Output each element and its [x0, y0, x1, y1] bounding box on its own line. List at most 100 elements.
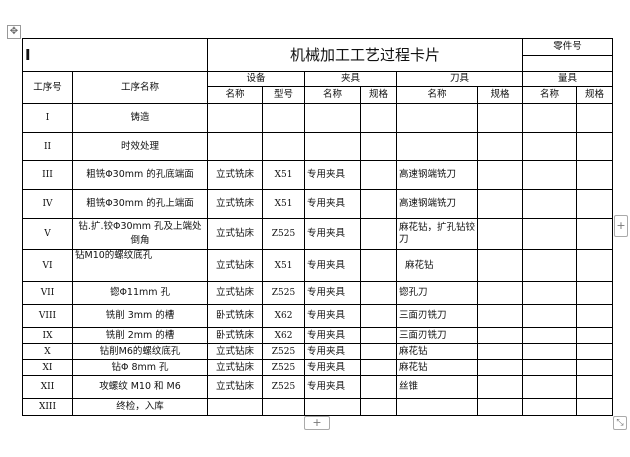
op-no-cell[interactable]: IV: [22, 189, 73, 219]
tool-name-cell[interactable]: 麻花钻: [396, 343, 478, 360]
fixture-spec-cell[interactable]: [360, 375, 397, 399]
fixture-name-cell[interactable]: 专用夹具: [304, 281, 361, 305]
fixture-spec-cell[interactable]: [360, 249, 397, 282]
equipment-model-cell[interactable]: Z525: [262, 218, 305, 250]
gauge-spec-cell[interactable]: [576, 398, 613, 416]
gauge-name-cell[interactable]: [522, 103, 577, 133]
gauge-spec-cell[interactable]: [576, 375, 613, 399]
fixture-name-cell[interactable]: 专用夹具: [304, 249, 361, 282]
tool-name-cell[interactable]: 丝锥: [396, 375, 478, 399]
table-move-handle[interactable]: ✥: [7, 25, 21, 39]
fixture-spec-cell[interactable]: [360, 218, 397, 250]
fixture-spec-cell[interactable]: [360, 281, 397, 305]
tool-spec-cell[interactable]: [477, 249, 523, 282]
equipment-model-cell[interactable]: Z525: [262, 281, 305, 305]
equipment-model-cell[interactable]: [262, 132, 305, 161]
part-number-value[interactable]: [522, 55, 613, 72]
equipment-name-cell[interactable]: 卧式铣床: [207, 327, 263, 344]
tool-name-cell[interactable]: 三面刃铣刀: [396, 327, 478, 344]
gauge-spec-cell[interactable]: [576, 343, 613, 360]
tool-spec-cell[interactable]: [477, 281, 523, 305]
fixture-spec-cell[interactable]: [360, 327, 397, 344]
equipment-model-cell[interactable]: Z525: [262, 359, 305, 376]
equipment-model-cell[interactable]: X51: [262, 249, 305, 282]
tool-spec-cell[interactable]: [477, 398, 523, 416]
tool-spec-cell[interactable]: [477, 359, 523, 376]
gauge-name-cell[interactable]: [522, 218, 577, 250]
equipment-model-cell[interactable]: X62: [262, 304, 305, 328]
fixture-name-cell[interactable]: 专用夹具: [304, 160, 361, 190]
equipment-name-cell[interactable]: 立式铣床: [207, 160, 263, 190]
equipment-name-cell[interactable]: 立式钻床: [207, 343, 263, 360]
gauge-name-cell[interactable]: [522, 343, 577, 360]
op-no-cell[interactable]: XI: [22, 359, 73, 376]
tool-spec-cell[interactable]: [477, 103, 523, 133]
equipment-name-cell[interactable]: [207, 103, 263, 133]
fixture-name-cell[interactable]: 专用夹具: [304, 359, 361, 376]
gauge-name-cell[interactable]: [522, 359, 577, 376]
fixture-spec-cell[interactable]: [360, 103, 397, 133]
op-name-cell[interactable]: 钻M10的螺纹底孔: [72, 249, 208, 282]
tool-name-cell[interactable]: [396, 398, 478, 416]
tool-spec-cell[interactable]: [477, 304, 523, 328]
op-name-cell[interactable]: 锪Φ11mm 孔: [72, 281, 208, 305]
tool-name-cell[interactable]: 麻花钻: [396, 359, 478, 376]
fixture-name-cell[interactable]: 专用夹具: [304, 327, 361, 344]
tool-spec-cell[interactable]: [477, 218, 523, 250]
gauge-spec-cell[interactable]: [576, 327, 613, 344]
op-no-cell[interactable]: IX: [22, 327, 73, 344]
equipment-model-cell[interactable]: X62: [262, 327, 305, 344]
equipment-model-cell[interactable]: [262, 398, 305, 416]
equipment-model-cell[interactable]: X51: [262, 189, 305, 219]
equipment-name-cell[interactable]: 立式钻床: [207, 359, 263, 376]
fixture-name-cell[interactable]: [304, 103, 361, 133]
equipment-name-cell[interactable]: [207, 398, 263, 416]
tool-name-cell[interactable]: [396, 132, 478, 161]
blank-header-cell[interactable]: I: [22, 38, 208, 72]
table-resize-handle[interactable]: ⤡: [613, 416, 627, 430]
op-no-cell[interactable]: VI: [22, 249, 73, 282]
fixture-spec-cell[interactable]: [360, 132, 397, 161]
gauge-name-cell[interactable]: [522, 327, 577, 344]
gauge-spec-cell[interactable]: [576, 359, 613, 376]
op-no-cell[interactable]: VIII: [22, 304, 73, 328]
fixture-spec-cell[interactable]: [360, 398, 397, 416]
gauge-spec-cell[interactable]: [576, 160, 613, 190]
op-no-cell[interactable]: XIII: [22, 398, 73, 416]
op-name-cell[interactable]: 铸造: [72, 103, 208, 133]
op-name-cell[interactable]: 钻削M6的螺纹底孔: [72, 343, 208, 360]
tool-name-cell[interactable]: 高速钢端铣刀: [396, 189, 478, 219]
gauge-name-cell[interactable]: [522, 398, 577, 416]
gauge-name-cell[interactable]: [522, 160, 577, 190]
fixture-name-cell[interactable]: 专用夹具: [304, 343, 361, 360]
tool-name-cell[interactable]: 麻花钻: [396, 249, 478, 282]
tool-spec-cell[interactable]: [477, 160, 523, 190]
tool-name-cell[interactable]: 麻花钻，扩孔钻铰刀: [396, 218, 478, 250]
op-name-cell[interactable]: 攻螺纹 M10 和 M6: [72, 375, 208, 399]
tool-spec-cell[interactable]: [477, 375, 523, 399]
fixture-spec-cell[interactable]: [360, 189, 397, 219]
op-name-cell[interactable]: 时效处理: [72, 132, 208, 161]
op-no-cell[interactable]: II: [22, 132, 73, 161]
gauge-spec-cell[interactable]: [576, 189, 613, 219]
fixture-name-cell[interactable]: 专用夹具: [304, 375, 361, 399]
gauge-name-cell[interactable]: [522, 249, 577, 282]
gauge-spec-cell[interactable]: [576, 103, 613, 133]
op-no-cell[interactable]: V: [22, 218, 73, 250]
equipment-name-cell[interactable]: [207, 132, 263, 161]
fixture-name-cell[interactable]: 专用夹具: [304, 189, 361, 219]
op-no-cell[interactable]: XII: [22, 375, 73, 399]
equipment-name-cell[interactable]: 立式钻床: [207, 375, 263, 399]
equipment-name-cell[interactable]: 立式钻床: [207, 249, 263, 282]
tool-name-cell[interactable]: [396, 103, 478, 133]
gauge-spec-cell[interactable]: [576, 218, 613, 250]
tool-name-cell[interactable]: 高速钢端铣刀: [396, 160, 478, 190]
op-name-cell[interactable]: 钻Φ 8mm 孔: [72, 359, 208, 376]
gauge-name-cell[interactable]: [522, 281, 577, 305]
fixture-spec-cell[interactable]: [360, 304, 397, 328]
add-row-button[interactable]: +: [304, 416, 330, 430]
tool-name-cell[interactable]: 锪孔刀: [396, 281, 478, 305]
fixture-name-cell[interactable]: [304, 132, 361, 161]
op-name-cell[interactable]: 钻.扩.铰Φ30mm 孔及上端处倒角: [72, 218, 208, 250]
tool-name-cell[interactable]: 三面刃铣刀: [396, 304, 478, 328]
